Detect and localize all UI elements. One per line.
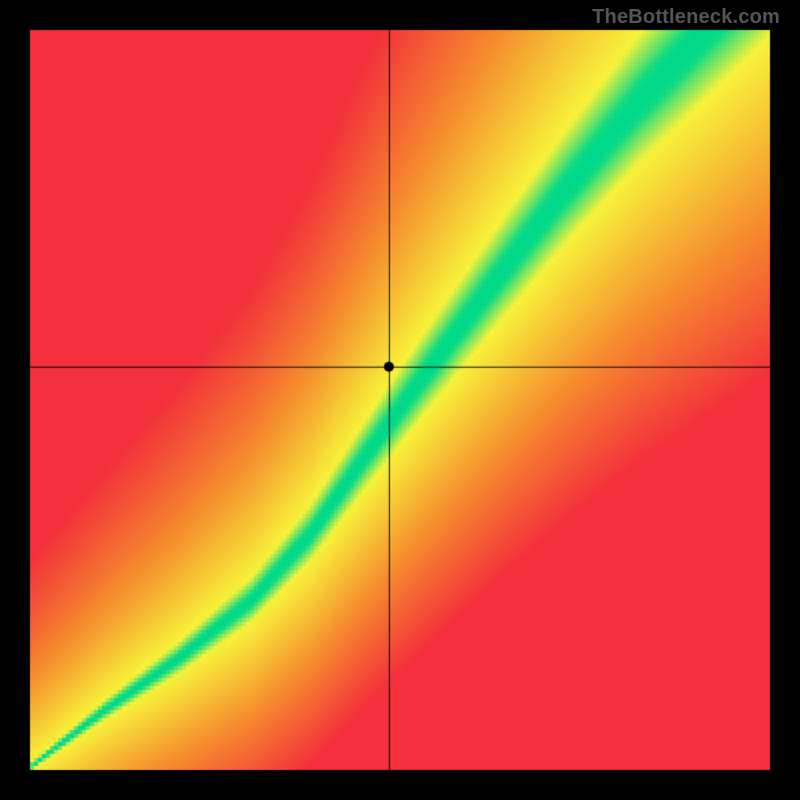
bottleneck-heatmap [0, 0, 800, 800]
watermark-text: TheBottleneck.com [592, 6, 780, 29]
chart-container: TheBottleneck.com [0, 0, 800, 800]
